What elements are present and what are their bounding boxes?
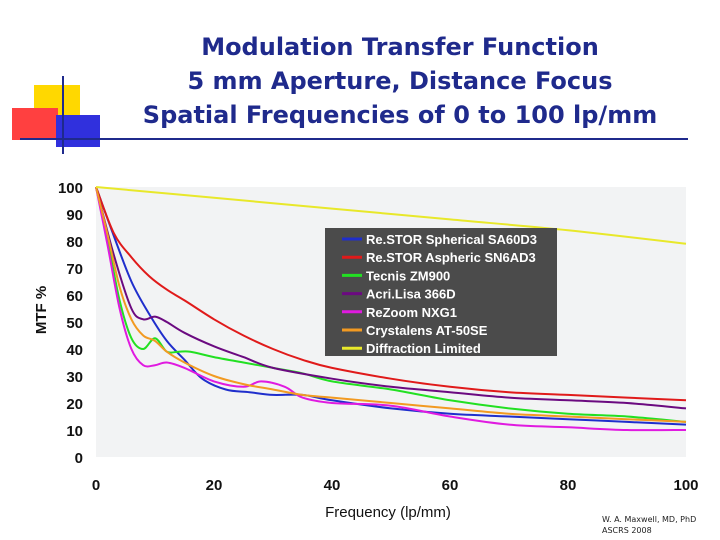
legend: Re.STOR Spherical SA60D3 Re.STOR Aspheric… — [325, 228, 557, 356]
x-axis-label: Frequency (lp/mm) — [325, 504, 451, 521]
title-line-1: Modulation Transfer Function — [201, 33, 599, 61]
series-line-7 — [95, 186, 687, 245]
y-axis-label: MTF % — [33, 286, 50, 334]
series-line-3 — [95, 186, 687, 423]
y-tick-label: 90 — [66, 207, 83, 224]
series-line-4 — [95, 186, 687, 410]
legend-box — [325, 228, 557, 356]
legend-label: ReZoom NXG1 — [366, 305, 457, 320]
decor-red-square — [12, 108, 58, 140]
y-tick-label: 30 — [66, 369, 83, 386]
y-tick-label: 50 — [66, 315, 83, 332]
x-tick-label: 100 — [673, 477, 698, 494]
y-tick-label: 80 — [66, 234, 83, 251]
series-line-1 — [95, 186, 687, 426]
y-tick-label: 0 — [75, 450, 83, 467]
legend-label: Crystalens AT-50SE — [366, 323, 488, 338]
title-rule — [20, 138, 688, 140]
y-tick-label: 10 — [66, 423, 83, 440]
slide-title: Modulation Transfer Function 5 mm Apertu… — [100, 30, 700, 132]
legend-label: Diffraction Limited — [366, 341, 481, 356]
x-tick-label: 0 — [92, 477, 100, 494]
series-line-2 — [95, 186, 687, 402]
x-tick-label: 80 — [560, 477, 577, 494]
title-line-2: 5 mm Aperture, Distance Focus — [187, 67, 613, 95]
x-tick-label: 40 — [324, 477, 341, 494]
y-tick-label: 70 — [66, 261, 83, 278]
y-tick-label: 20 — [66, 396, 83, 413]
legend-label: Acri.Lisa 366D — [366, 287, 456, 302]
series-line-6 — [95, 186, 687, 423]
legend-label: Re.STOR Spherical SA60D3 — [366, 232, 537, 247]
credit-event: ASCRS 2008 — [602, 526, 652, 535]
title-line-3: Spatial Frequencies of 0 to 100 lp/mm — [142, 101, 658, 129]
y-tick-label: 60 — [66, 288, 83, 305]
decor-vertical-line — [62, 76, 64, 154]
credit: W. A. Maxwell, MD, PhD ASCRS 2008 — [602, 514, 696, 536]
series-line-5 — [95, 186, 687, 432]
legend-label: Re.STOR Aspheric SN6AD3 — [366, 250, 536, 265]
credit-author: W. A. Maxwell, MD, PhD — [602, 515, 697, 524]
x-tick-label: 60 — [442, 477, 459, 494]
y-tick-label: 100 — [58, 180, 83, 197]
y-tick-label: 40 — [66, 342, 83, 359]
legend-label: Tecnis ZM900 — [366, 268, 450, 283]
x-tick-label: 20 — [206, 477, 223, 494]
